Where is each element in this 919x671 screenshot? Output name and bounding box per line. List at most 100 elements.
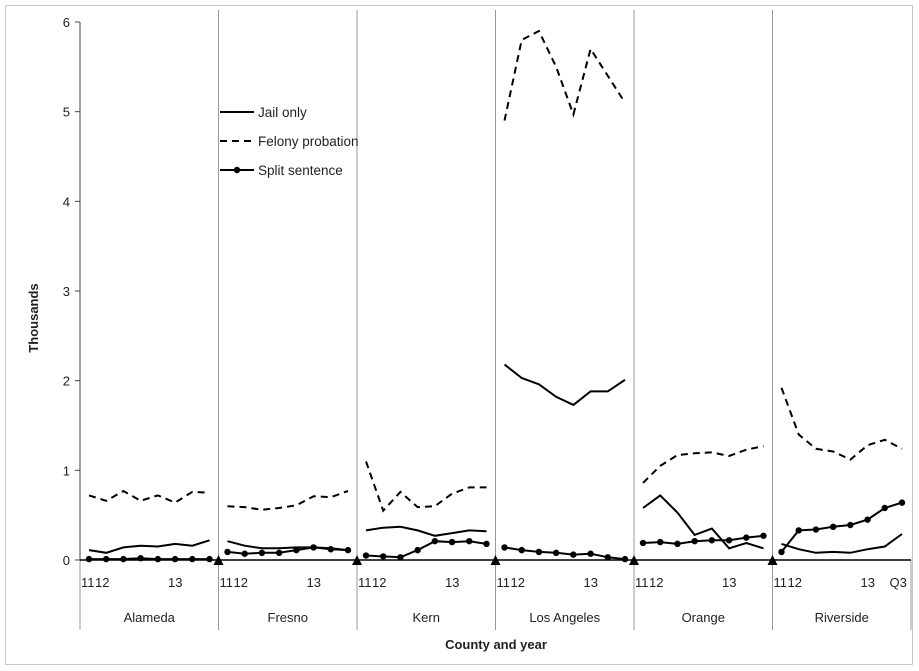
data-point xyxy=(224,548,231,556)
period-label: 12 xyxy=(511,575,525,590)
data-point xyxy=(258,549,266,557)
x-axis-title: County and year xyxy=(445,637,547,652)
boundary-marker xyxy=(767,555,778,565)
data-point xyxy=(171,555,179,563)
period-label: 13 xyxy=(168,575,182,590)
data-point xyxy=(898,499,906,506)
county-label: Alameda xyxy=(124,610,176,625)
series-line xyxy=(88,489,210,504)
data-point xyxy=(431,537,439,545)
data-point xyxy=(414,546,421,554)
y-tick-label: 0 xyxy=(63,553,70,568)
period-label: 13 xyxy=(861,575,875,590)
period-label: 11 xyxy=(635,575,649,590)
period-label: 13 xyxy=(445,575,459,590)
data-point xyxy=(362,552,370,559)
y-tick-label: 5 xyxy=(63,105,70,120)
series-split-sentence xyxy=(85,499,906,563)
county-label: Fresno xyxy=(268,610,308,625)
period-label: 13 xyxy=(584,575,598,590)
county-label: Los Angeles xyxy=(529,610,600,625)
series-line xyxy=(227,490,349,511)
data-point xyxy=(847,521,854,529)
legend-label: Felony probation xyxy=(258,134,359,149)
period-label: 12 xyxy=(788,575,802,590)
series-line xyxy=(503,29,626,121)
data-point xyxy=(691,537,698,545)
period-label: 12 xyxy=(234,575,248,590)
period-label: 11 xyxy=(497,575,511,590)
data-point xyxy=(154,555,162,563)
data-point xyxy=(189,555,196,563)
data-point xyxy=(760,532,767,539)
period-label: 13 xyxy=(722,575,736,590)
legend-label: Jail only xyxy=(258,105,307,120)
data-point xyxy=(448,538,456,546)
data-point xyxy=(829,523,837,531)
data-point xyxy=(708,537,716,544)
series-line xyxy=(642,445,764,484)
data-point xyxy=(310,544,317,551)
data-point xyxy=(639,539,647,547)
data-point xyxy=(795,527,802,534)
data-point xyxy=(518,546,525,554)
data-point xyxy=(743,534,750,541)
data-point xyxy=(657,538,664,546)
data-point xyxy=(570,551,577,558)
series-line xyxy=(780,387,903,461)
period-label: 11 xyxy=(774,575,788,590)
data-point xyxy=(535,548,543,556)
data-point xyxy=(552,549,560,557)
period-label: 12 xyxy=(372,575,386,590)
period-label: 13 xyxy=(307,575,321,590)
period-label: 11 xyxy=(220,575,234,590)
county-label: Riverside xyxy=(815,610,869,625)
county-label: Orange xyxy=(682,610,725,625)
y-tick-label: 1 xyxy=(63,463,70,478)
series-felony-probation xyxy=(88,29,903,513)
legend-marker xyxy=(233,166,241,174)
series-line xyxy=(642,494,764,550)
data-point xyxy=(120,555,127,563)
county-label: Kern xyxy=(413,610,440,625)
panel-dividers xyxy=(79,10,912,630)
series-line xyxy=(365,461,487,513)
data-point xyxy=(103,555,110,563)
series-layer xyxy=(85,29,906,563)
boundary-marker xyxy=(352,555,362,565)
period-label: 11 xyxy=(81,575,95,590)
data-point xyxy=(864,516,871,523)
y-tick-label: 3 xyxy=(63,284,70,299)
data-point xyxy=(674,540,681,548)
data-point xyxy=(85,555,93,563)
data-point xyxy=(397,554,404,561)
data-point xyxy=(206,555,213,563)
period-label: 12 xyxy=(95,575,109,590)
data-point xyxy=(725,537,733,544)
data-point xyxy=(604,554,611,561)
data-point xyxy=(483,540,490,548)
series-line xyxy=(365,525,487,537)
data-point xyxy=(275,549,283,557)
data-point xyxy=(466,537,473,545)
data-point xyxy=(587,550,594,557)
data-point xyxy=(327,546,334,553)
data-point xyxy=(621,555,629,563)
legend-label: Split sentence xyxy=(258,163,343,178)
data-point xyxy=(293,546,300,554)
chart-frame xyxy=(5,5,913,665)
data-point xyxy=(137,555,144,562)
data-point xyxy=(812,526,820,533)
period-label: 12 xyxy=(649,575,663,590)
series-line xyxy=(88,539,210,554)
data-point xyxy=(344,546,352,554)
series-line xyxy=(503,363,626,407)
period-label: 11 xyxy=(358,575,372,590)
axes: 0 1 2 3 4 5 6 xyxy=(63,15,911,568)
data-point xyxy=(881,504,888,512)
data-point xyxy=(778,548,785,556)
period-label: Q3 xyxy=(890,575,907,590)
legend: Jail only Felony probation Split sentence xyxy=(220,105,359,178)
series-line xyxy=(781,533,903,554)
